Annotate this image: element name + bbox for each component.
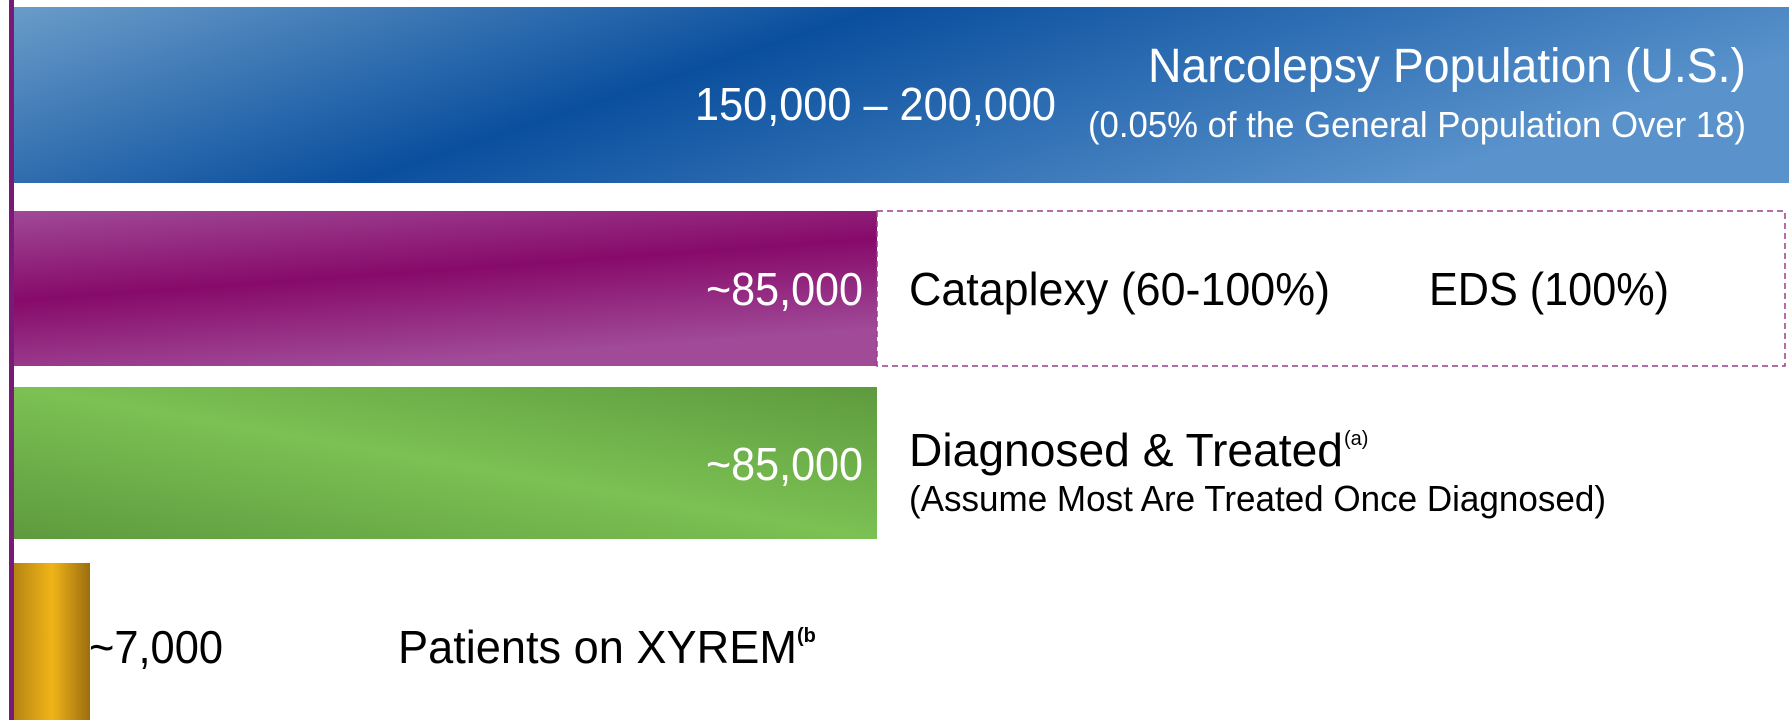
bar-diagnosed <box>14 387 877 539</box>
row-value: 150,000 – 200,000 <box>695 78 1056 130</box>
row-label: Patients on XYREM <box>398 621 797 673</box>
row-sublabel: (0.05% of the General Population Over 18… <box>1088 104 1746 145</box>
row-value: ~85,000 <box>706 263 863 315</box>
footnote-mark: (b <box>797 625 816 647</box>
row-label: Cataplexy (60-100%) <box>909 263 1330 315</box>
bar-population <box>14 7 1789 183</box>
bar-xyrem <box>14 563 90 720</box>
row-label: Narcolepsy Population (U.S.) <box>1148 40 1746 93</box>
row-label: EDS (100%) <box>1429 263 1669 315</box>
axis-line <box>9 0 14 720</box>
bar-cataplexy <box>14 211 877 366</box>
footnote-mark: (a) <box>1344 428 1368 450</box>
row-value: ~7,000 <box>89 621 223 673</box>
row-sublabel: (Assume Most Are Treated Once Diagnosed) <box>909 478 1606 519</box>
row-label: Diagnosed & Treated <box>909 424 1343 476</box>
row-value: ~85,000 <box>706 438 863 490</box>
dashed-box <box>876 210 1786 367</box>
